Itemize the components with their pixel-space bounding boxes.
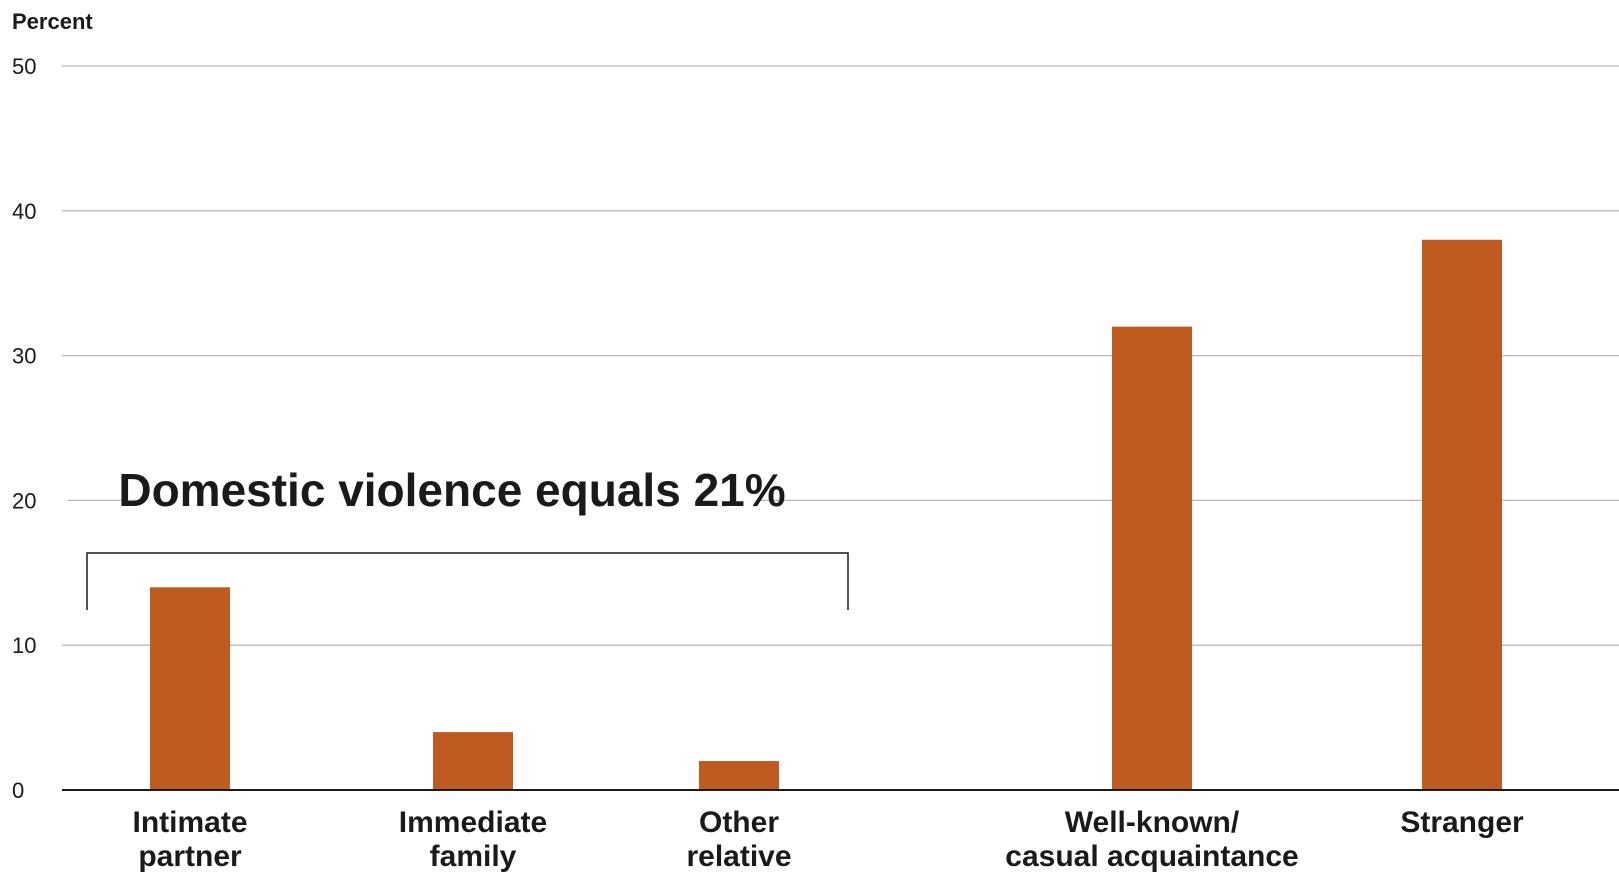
y-tick-label: 50 — [12, 54, 36, 79]
domestic-violence-annotation: Domestic violence equals 21% — [86, 464, 849, 610]
x-tick-label: Other relative — [686, 806, 791, 873]
y-tick-label: 30 — [12, 344, 36, 369]
annotation-bracket — [86, 552, 849, 610]
y-tick-label: 20 — [12, 488, 36, 513]
x-tick-label: Immediate family — [399, 806, 547, 873]
x-tick-label: Stranger — [1400, 806, 1524, 839]
y-axis-label: Percent — [12, 9, 93, 34]
x-category-labels: Intimate partner Immediate family Other relat… — [132, 806, 1524, 873]
bar — [1112, 326, 1192, 790]
y-tick-label: 10 — [12, 633, 36, 658]
bar — [433, 732, 513, 790]
y-tick-label: 40 — [12, 199, 36, 224]
x-tick-label: Well-known/casual acquaintance — [1005, 806, 1298, 873]
x-tick-label: Intimate partner — [132, 806, 247, 873]
grid-lines — [62, 65, 1619, 646]
bar — [1422, 239, 1502, 790]
bar — [150, 587, 230, 790]
annotation-text: Domestic violence equals 21% — [118, 464, 785, 516]
bars — [150, 239, 1502, 790]
y-tick-labels: 0 10 20 30 40 50 — [12, 54, 36, 803]
bar — [699, 761, 779, 790]
y-tick-label: 0 — [12, 778, 24, 803]
